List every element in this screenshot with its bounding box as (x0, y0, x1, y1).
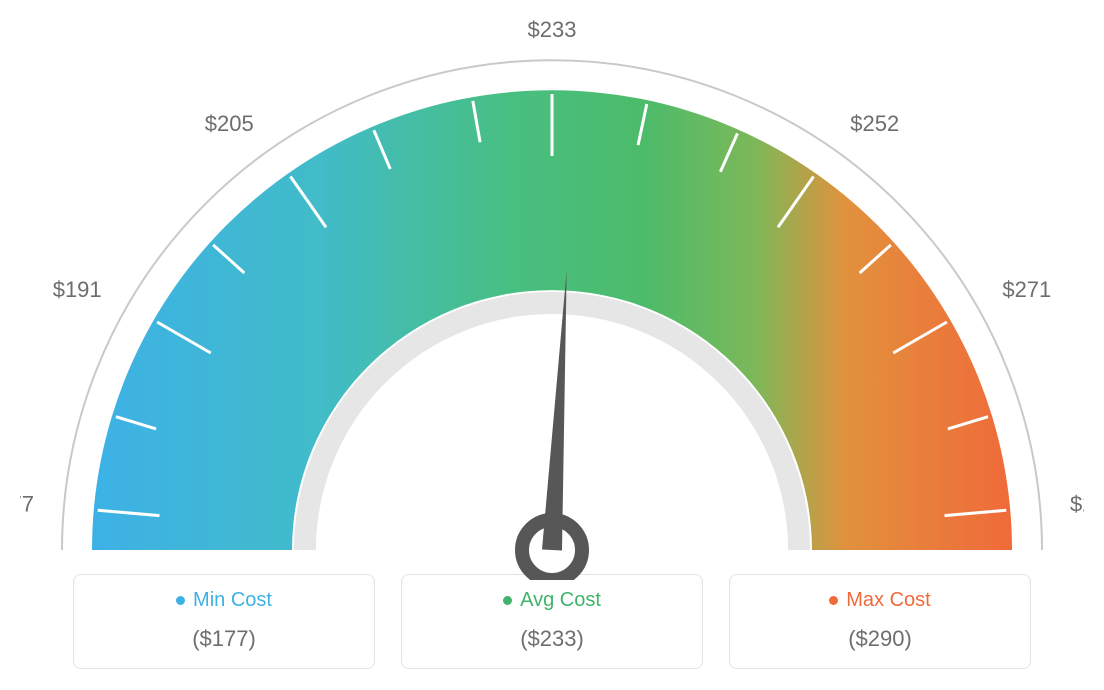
legend-min: Min Cost ($177) (73, 574, 375, 669)
gauge-tick-label: $205 (205, 111, 254, 136)
legend-avg: Avg Cost ($233) (401, 574, 703, 669)
legend-max-value: ($290) (742, 626, 1018, 652)
gauge-svg: $177 $191 $205 $233 $252 $271 $290 (20, 20, 1084, 580)
gauge-tick-label: $233 (528, 20, 577, 42)
legend-max-title-text: Max Cost (846, 589, 930, 612)
dot-icon (176, 596, 185, 605)
gauge-tick-label: $290 (1070, 492, 1084, 517)
legend-avg-title-text: Avg Cost (520, 589, 601, 612)
legend-min-title: Min Cost (176, 589, 272, 612)
legend-max: Max Cost ($290) (729, 574, 1031, 669)
dot-icon (829, 596, 838, 605)
gauge-tick-label: $271 (1002, 277, 1051, 302)
legend-max-title: Max Cost (829, 589, 930, 612)
dot-icon (503, 596, 512, 605)
gauge-chart: $177 $191 $205 $233 $252 $271 $290 (20, 20, 1084, 570)
legend-min-title-text: Min Cost (193, 589, 272, 612)
gauge-tick-label: $191 (53, 277, 102, 302)
legend-avg-value: ($233) (414, 626, 690, 652)
legend-row: Min Cost ($177) Avg Cost ($233) Max Cost… (20, 574, 1084, 669)
gauge-tick-label: $177 (20, 492, 34, 517)
legend-avg-title: Avg Cost (503, 589, 601, 612)
legend-min-value: ($177) (86, 626, 362, 652)
gauge-tick-label: $252 (850, 111, 899, 136)
